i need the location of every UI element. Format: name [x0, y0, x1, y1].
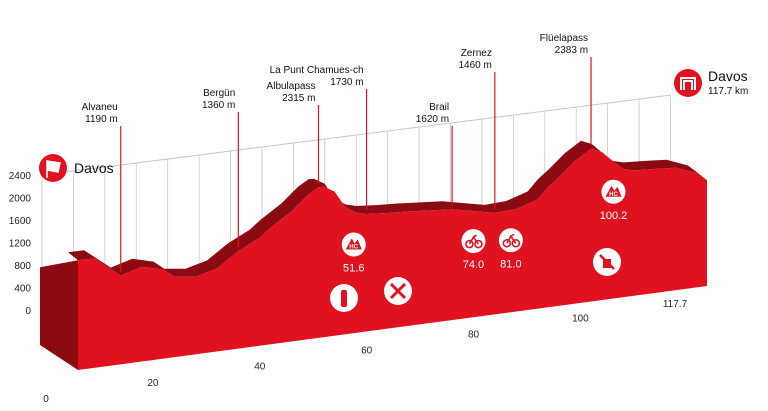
- start-badge: Davos: [39, 154, 114, 182]
- wheel: [502, 238, 512, 248]
- sprint-icon: [461, 229, 486, 254]
- pass-altitude: 1190 m: [85, 114, 118, 125]
- finish-arch-icon: [674, 69, 702, 97]
- start-finish: Davos Davos 117.7 km: [39, 68, 748, 182]
- pass-name: Alvaneu: [82, 102, 118, 113]
- x-tick-label: 60: [361, 346, 373, 357]
- x-tick-label: 40: [254, 362, 266, 373]
- x-tick-label: 117.7: [663, 299, 688, 310]
- pass-name: Brail: [429, 102, 449, 113]
- finish-distance: 117.7 km: [708, 86, 748, 97]
- marker: 81.0: [498, 228, 523, 270]
- marker-km: 51.6: [343, 262, 364, 274]
- y-axis: 2400 2000 1600 1200 800 400 0: [9, 171, 32, 317]
- finish-name: Davos: [708, 68, 748, 84]
- pass-altitude: 1730 m: [330, 77, 363, 88]
- marker-km: 74.0: [463, 259, 484, 271]
- cutlery-shape: [389, 282, 407, 300]
- bottle-shape: [341, 290, 347, 307]
- pass-altitude: 1460 m: [458, 60, 491, 71]
- grid-top-line: [41, 94, 672, 176]
- marker: HC 51.6: [341, 232, 366, 274]
- hc-text: HC: [609, 192, 618, 198]
- pass-name: Flüelapass: [540, 33, 588, 44]
- x-axis: 0 20 40 60 80 100 117.7: [43, 299, 687, 405]
- profile-shape: [40, 140, 707, 370]
- pass-altitude: 2383 m: [555, 45, 588, 56]
- marker: HC 100.2: [600, 179, 628, 222]
- pass-name: Bergün: [203, 88, 235, 99]
- pass-altitude: 1620 m: [416, 114, 449, 125]
- y-tick-label: 1600: [9, 216, 32, 227]
- bike-frame: [506, 233, 517, 244]
- wheel: [474, 239, 483, 249]
- service-icon: [384, 277, 412, 305]
- pass-altitude: 2315 m: [282, 93, 315, 104]
- finish-badge: Davos 117.7 km: [674, 68, 748, 97]
- mountain-shape: [605, 185, 622, 197]
- bin-shape: [603, 259, 611, 268]
- y-tick-label: 800: [14, 261, 31, 272]
- service-icon: [330, 284, 358, 312]
- y-tick-label: 400: [14, 284, 31, 295]
- x-tick-label: 0: [43, 394, 49, 405]
- sprint-icon: [498, 228, 523, 253]
- pass-altitude: 1360 m: [202, 100, 235, 111]
- wheel: [511, 238, 521, 248]
- pass-name: La Punt Chamues-ch: [270, 65, 364, 76]
- x-tick-label: 20: [147, 378, 159, 389]
- hc-text: HC: [349, 244, 358, 250]
- marker-km: 100.2: [600, 210, 628, 222]
- pass-name: Albulapass: [267, 81, 316, 92]
- y-tick-label: 2000: [9, 194, 32, 205]
- profile-left-cap: [40, 260, 78, 370]
- marker: 74.0: [461, 229, 486, 271]
- y-tick-label: 1200: [9, 239, 32, 250]
- service-icon: [593, 248, 621, 276]
- pass-name: Zernez: [461, 48, 492, 59]
- profile-front: [78, 148, 707, 370]
- service-icons: [330, 248, 621, 312]
- finish-gate-icon: [680, 77, 696, 90]
- y-tick-label: 2400: [9, 171, 32, 182]
- km-markers: HC 51.6 74.0 81.0 HC 100.2: [341, 179, 628, 274]
- y-tick-label: 0: [25, 306, 31, 317]
- wheel: [465, 239, 474, 249]
- profile-ridge: [68, 140, 707, 277]
- bike-frame: [468, 234, 480, 245]
- x-tick-label: 100: [572, 313, 589, 324]
- mountain-shape: [345, 238, 362, 250]
- x-tick-label: 80: [468, 329, 480, 340]
- checkered-flag-icon: [46, 160, 61, 178]
- start-name: Davos: [74, 160, 114, 176]
- marker-km: 81.0: [500, 258, 521, 270]
